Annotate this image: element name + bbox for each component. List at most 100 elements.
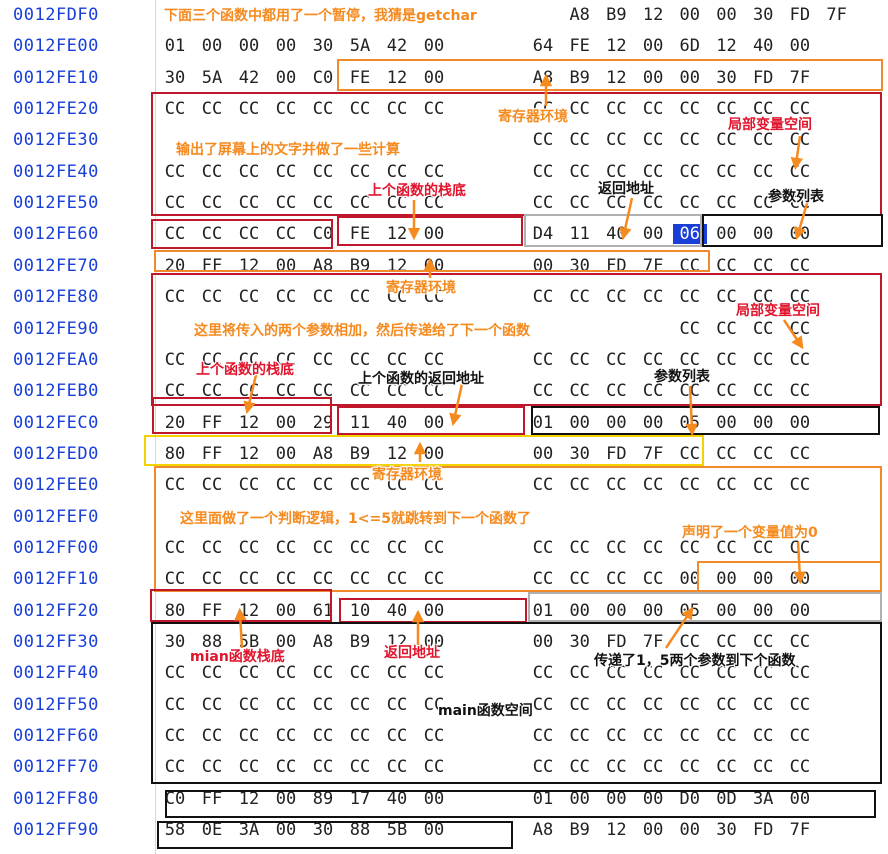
hex-byte[interactable]: 12: [238, 443, 260, 464]
hex-byte[interactable]: CC: [752, 349, 774, 370]
hex-byte[interactable]: 30: [569, 255, 590, 276]
hex-byte[interactable]: 00: [423, 632, 445, 652]
hex-byte[interactable]: B9: [349, 443, 371, 464]
hex-byte[interactable]: 00: [789, 600, 811, 621]
hex-byte[interactable]: 01: [164, 36, 186, 57]
hex-byte[interactable]: FF: [201, 788, 223, 809]
hex-byte[interactable]: CC: [201, 381, 223, 402]
hex-byte[interactable]: CC: [569, 193, 590, 214]
hex-byte[interactable]: CC: [752, 193, 774, 214]
hex-byte[interactable]: CC: [164, 726, 186, 747]
hex-byte[interactable]: CC: [532, 475, 554, 496]
hex-byte[interactable]: CC: [312, 475, 334, 496]
hex-byte[interactable]: CC: [716, 757, 737, 778]
hex-byte[interactable]: CC: [164, 161, 186, 182]
hex-byte[interactable]: 00: [606, 412, 627, 433]
hex-byte[interactable]: 30: [164, 632, 186, 652]
hex-byte[interactable]: CC: [164, 287, 186, 308]
hex-byte[interactable]: D4: [532, 224, 554, 245]
hex-byte[interactable]: CC: [201, 349, 223, 370]
hex-byte[interactable]: CC: [679, 287, 701, 308]
hex-byte[interactable]: 00: [642, 600, 664, 621]
hex-byte[interactable]: 12: [386, 443, 408, 464]
hex-byte[interactable]: 12: [606, 67, 627, 88]
hex-byte[interactable]: CC: [716, 99, 737, 120]
hex-byte[interactable]: CC: [789, 663, 811, 684]
hex-byte[interactable]: B9: [569, 67, 590, 88]
hex-byte[interactable]: CC: [642, 287, 664, 308]
hex-byte[interactable]: CC: [569, 349, 590, 370]
hex-byte[interactable]: CC: [679, 757, 701, 778]
hex-byte[interactable]: FF: [201, 412, 223, 433]
hex-byte[interactable]: CC: [238, 224, 260, 245]
hex-byte[interactable]: CC: [312, 663, 334, 684]
hex-byte[interactable]: CC: [752, 443, 774, 464]
hex-byte[interactable]: CC: [386, 694, 408, 715]
hex-byte[interactable]: CC: [275, 99, 297, 120]
hex-byte[interactable]: 0D: [716, 788, 737, 809]
hex-byte[interactable]: CC: [238, 193, 260, 214]
hex-byte[interactable]: 01: [532, 412, 554, 433]
hex-byte[interactable]: CC: [606, 161, 627, 182]
hex-byte[interactable]: CC: [349, 349, 371, 370]
hex-byte[interactable]: CC: [716, 255, 737, 276]
hex-byte[interactable]: CC: [716, 381, 737, 402]
hex-byte[interactable]: 00: [642, 788, 664, 809]
hex-byte[interactable]: 00: [275, 412, 297, 433]
hex-byte[interactable]: CC: [164, 224, 186, 245]
hex-byte[interactable]: 30: [312, 820, 334, 841]
hex-byte[interactable]: CC: [679, 537, 701, 558]
hex-byte[interactable]: 00: [423, 36, 445, 57]
hex-byte[interactable]: 00: [642, 224, 664, 245]
hex-byte[interactable]: 00: [275, 255, 297, 276]
hex-byte[interactable]: CC: [201, 475, 223, 496]
hex-byte[interactable]: 00: [532, 632, 554, 652]
hex-byte[interactable]: 7F: [642, 255, 664, 276]
hex-byte[interactable]: CC: [642, 757, 664, 778]
hex-byte[interactable]: CC: [642, 193, 664, 214]
hex-byte[interactable]: CC: [642, 475, 664, 496]
hex-byte[interactable]: CC: [386, 569, 408, 590]
hex-byte[interactable]: CC: [275, 193, 297, 214]
hex-byte[interactable]: 00: [423, 600, 445, 621]
hex-byte[interactable]: CC: [275, 349, 297, 370]
hex-byte[interactable]: 30: [752, 5, 774, 25]
hex-byte[interactable]: 00: [789, 788, 811, 809]
hex-byte[interactable]: CC: [752, 757, 774, 778]
hex-byte[interactable]: 00: [679, 820, 701, 841]
hex-byte[interactable]: CC: [642, 663, 664, 684]
hex-byte[interactable]: FF: [201, 443, 223, 464]
hex-byte[interactable]: CC: [164, 694, 186, 715]
hex-byte[interactable]: 5B: [386, 820, 408, 841]
hex-byte[interactable]: 12: [386, 255, 408, 276]
hex-byte[interactable]: 01: [532, 600, 554, 621]
hex-byte[interactable]: C0: [164, 788, 186, 809]
hex-byte[interactable]: CC: [679, 632, 701, 652]
hex-byte[interactable]: CC: [606, 193, 627, 214]
hex-byte[interactable]: FD: [606, 255, 627, 276]
hex-byte[interactable]: 12: [238, 600, 260, 621]
hex-byte[interactable]: CC: [532, 726, 554, 747]
hex-byte[interactable]: 89: [312, 788, 334, 809]
hex-byte[interactable]: CC: [275, 287, 297, 308]
hex-byte[interactable]: CC: [679, 475, 701, 496]
hex-byte[interactable]: FD: [752, 67, 774, 88]
hex-byte[interactable]: CC: [679, 130, 701, 151]
hex-byte[interactable]: CC: [201, 537, 223, 558]
hex-byte[interactable]: 58: [164, 820, 186, 841]
hex-byte[interactable]: CC: [312, 287, 334, 308]
hex-byte[interactable]: CC: [642, 694, 664, 715]
hex-byte[interactable]: CC: [386, 757, 408, 778]
hex-byte[interactable]: CC: [423, 537, 445, 558]
hex-byte[interactable]: 88: [349, 820, 371, 841]
hex-byte[interactable]: CC: [642, 99, 664, 120]
hex-byte[interactable]: CC: [789, 757, 811, 778]
hex-byte[interactable]: 00: [716, 569, 737, 590]
hex-byte[interactable]: 12: [386, 67, 408, 88]
hex-byte[interactable]: 00: [275, 632, 297, 652]
hex-byte[interactable]: 00: [679, 5, 701, 25]
hex-byte[interactable]: CC: [789, 161, 811, 182]
hex-byte[interactable]: CC: [752, 475, 774, 496]
hex-byte[interactable]: 00: [679, 67, 701, 88]
hex-byte[interactable]: CC: [423, 99, 445, 120]
